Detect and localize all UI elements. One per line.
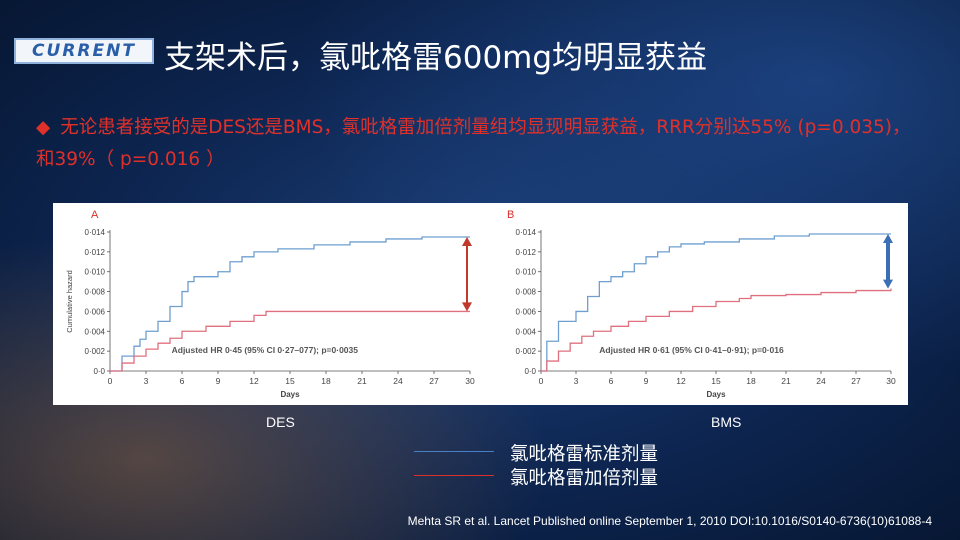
chart-b-x-tick-label: 15 — [711, 376, 721, 386]
chart-a-x-tick-label: 9 — [216, 376, 221, 386]
chart-a-annotation: Adjusted HR 0·45 (95% CI 0·27–077); p=0·… — [172, 345, 359, 355]
chart-a-y-tick-label: 0·010 — [85, 268, 106, 277]
chart-a-x-tick-label: 21 — [357, 376, 367, 386]
chart-a-arrow-head-top — [462, 236, 472, 246]
chart-b-x-tick-label: 12 — [676, 376, 686, 386]
chart-b-arrow-head-top — [883, 233, 893, 243]
legend-label-standard: 氯吡格雷标准剂量 — [510, 444, 659, 465]
chart-b-y-tick-label: 0·0 — [524, 367, 536, 376]
caption-des: DES — [266, 414, 295, 430]
chart-b-x-tick-label: 18 — [746, 376, 756, 386]
chart-a-x-axis-label: Days — [280, 390, 300, 399]
chart-b-series-double — [541, 288, 892, 372]
chart-b-y-tick-label: 0·010 — [516, 268, 537, 277]
legend-line-double — [414, 475, 494, 476]
chart-a-arrow-head-bottom — [462, 302, 472, 312]
chart-b-annotation: Adjusted HR 0·61 (95% CI 0·41–0·91); p=0… — [599, 345, 784, 355]
chart-a-y-tick-label: 0·004 — [85, 327, 106, 336]
chart-a-y-tick-label: 0·002 — [85, 347, 106, 356]
chart-a-x-tick-label: 12 — [249, 376, 259, 386]
chart-a-x-tick-label: 3 — [144, 376, 149, 386]
chart-b-x-tick-label: 9 — [644, 376, 649, 386]
chart-a-y-tick-label: 0·012 — [85, 248, 106, 257]
chart-a-x-tick-label: 6 — [180, 376, 185, 386]
chart-b-y-tick-label: 0·002 — [516, 347, 537, 356]
title-bar: CURRENT 支架术后，氯吡格雷600mg均明显获益 — [0, 18, 960, 80]
bullet-point: ◆ 无论患者接受的是DES还是BMS，氯吡格雷加倍剂量组均显现明显获益，RRR分别… — [36, 112, 916, 176]
slide-title: 支架术后，氯吡格雷600mg均明显获益 — [164, 40, 708, 76]
chart-a-x-tick-label: 0 — [108, 376, 113, 386]
chart-a-y-tick-label: 0·006 — [85, 307, 106, 316]
chart-b-x-tick-label: 3 — [574, 376, 579, 386]
chart-b-x-tick-label: 24 — [816, 376, 826, 386]
legend-label-double: 氯吡格雷加倍剂量 — [510, 468, 659, 489]
chart-a-series-double — [110, 310, 470, 372]
chart-a-x-tick-label: 24 — [393, 376, 403, 386]
chart-b-x-tick-label: 6 — [609, 376, 614, 386]
current-logo: CURRENT — [14, 38, 154, 64]
chart-a-x-tick-label: 15 — [285, 376, 295, 386]
chart-b-x-tick-label: 27 — [851, 376, 861, 386]
chart-a-x-tick-label: 30 — [465, 376, 475, 386]
citation: Mehta SR et al. Lancet Published online … — [407, 514, 932, 528]
legend-line-standard — [414, 451, 494, 452]
chart-a-panel-label: A — [91, 209, 99, 221]
chart-a-y-axis-label: Cumulative hazard — [65, 270, 74, 333]
chart-b-x-tick-label: 0 — [539, 376, 544, 386]
chart-b-series-standard — [541, 233, 891, 372]
chart-b-y-tick-label: 0·014 — [516, 228, 537, 237]
km-charts-panel: A 0·0 0·002 0·004 0·006 0·008 0·010 0·012 0·014 0… — [53, 203, 908, 405]
chart-b-y-tick-label: 0·008 — [516, 288, 537, 297]
chart-a-y-tick-label: 0·0 — [93, 367, 105, 376]
chart-b-y-tick-label: 0·012 — [516, 248, 537, 257]
chart-b-y-tick-label: 0·006 — [516, 307, 537, 316]
caption-bms: BMS — [711, 414, 742, 430]
km-charts-svg: A0·00·0020·0040·0060·0080·0100·0120·0140… — [65, 209, 896, 399]
chart-a-x-tick-label: 27 — [429, 376, 439, 386]
bullet-text: 无论患者接受的是DES还是BMS，氯吡格雷加倍剂量组均显现明显获益，RRR分别达… — [36, 117, 911, 170]
diamond-bullet-icon: ◆ — [36, 117, 51, 138]
chart-b-x-tick-label: 30 — [886, 376, 896, 386]
chart-b-y-tick-label: 0·004 — [516, 327, 537, 336]
chart-a-x-tick-label: 18 — [321, 376, 331, 386]
chart-b-arrow-head-bottom — [883, 279, 893, 289]
chart-b-x-tick-label: 21 — [781, 376, 791, 386]
chart-b-x-axis-label: Days — [706, 390, 726, 399]
chart-a-y-tick-label: 0·014 — [85, 228, 106, 237]
chart-a-y-tick-label: 0·008 — [85, 288, 106, 297]
chart-b-panel-label: B — [507, 209, 514, 221]
chart-a-series-standard — [110, 236, 470, 372]
